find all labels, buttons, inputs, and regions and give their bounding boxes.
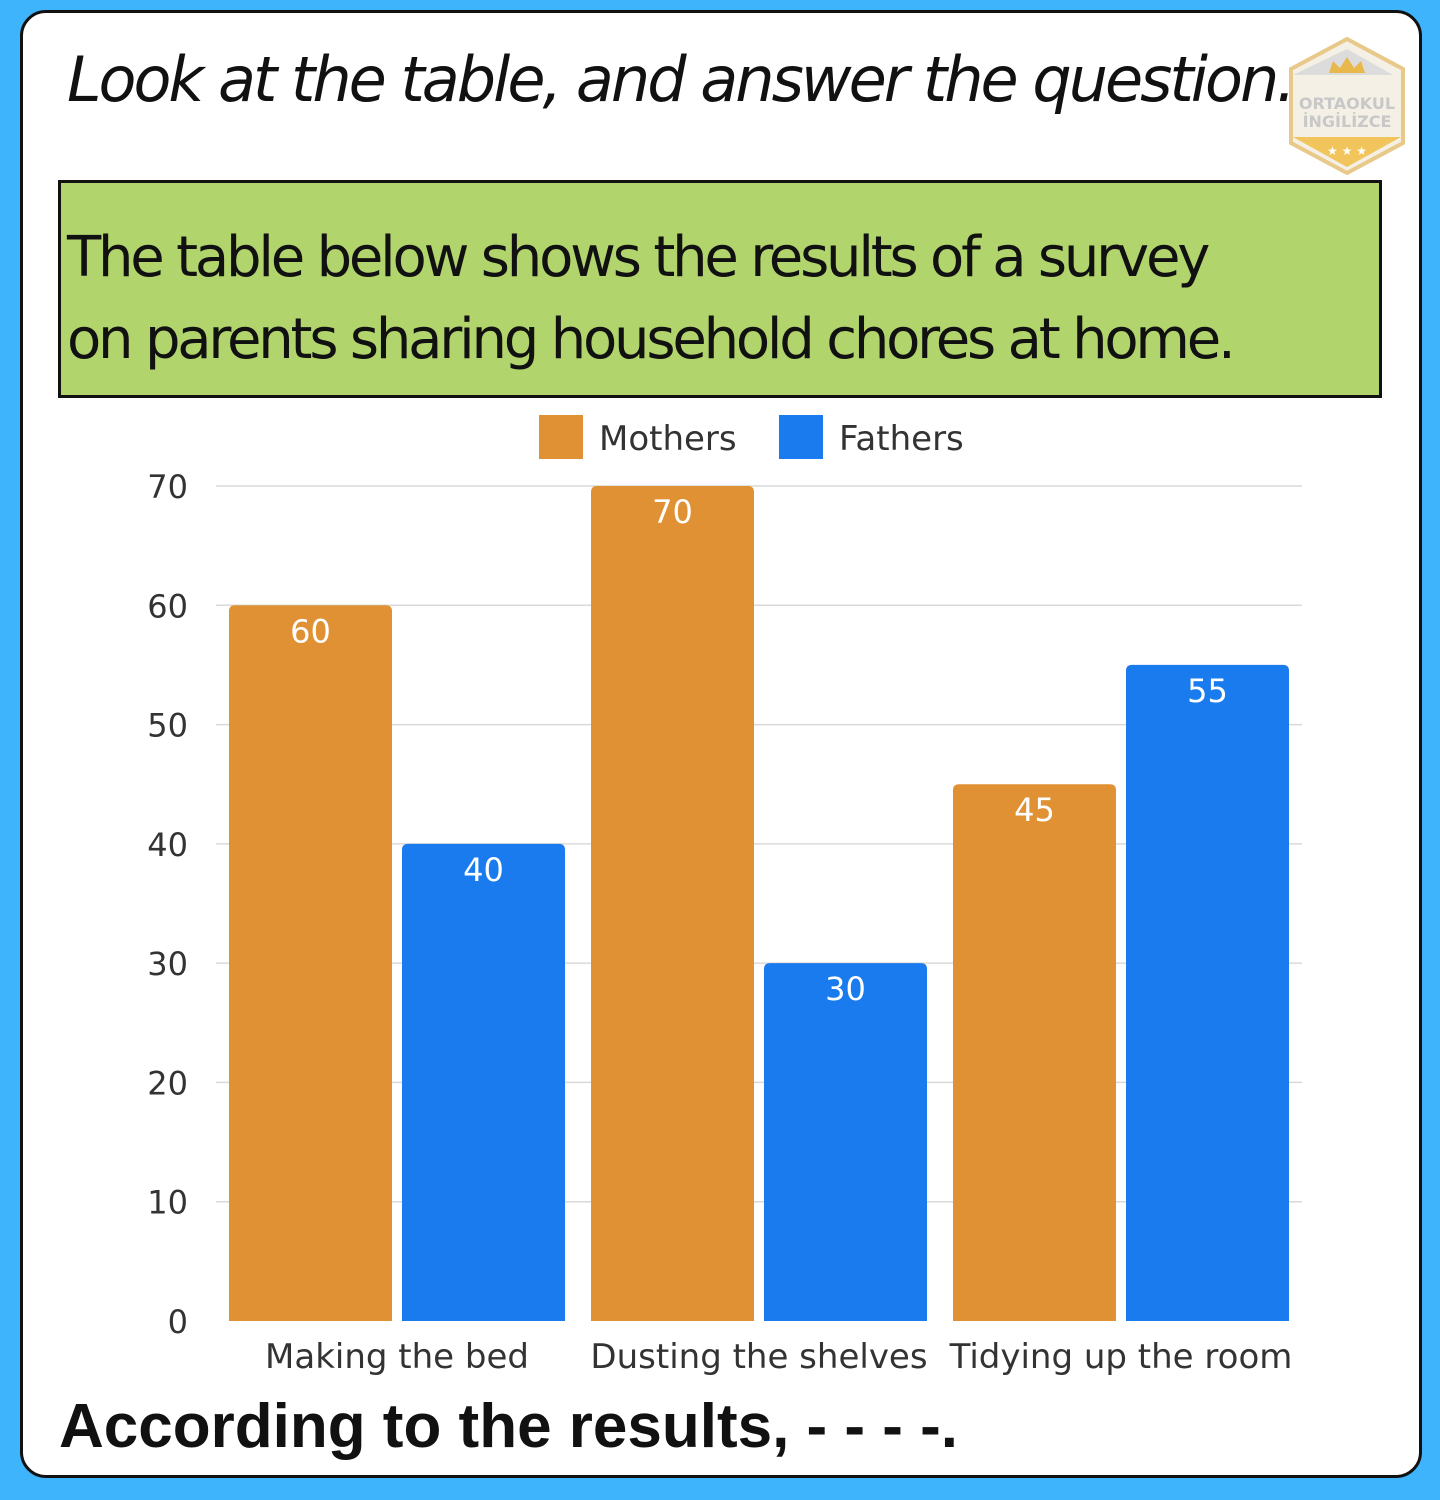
bar-fathers-1	[402, 843, 565, 1321]
legend-swatch-mothers	[539, 415, 583, 459]
data-label: 70	[652, 493, 693, 531]
y-tick-label: 30	[147, 945, 188, 983]
data-label: 45	[1014, 791, 1055, 829]
bar-mothers-2	[591, 486, 754, 1321]
survey-description-banner: The table below shows the results of a s…	[58, 180, 1382, 398]
survey-description: The table below shows the results of a s…	[67, 217, 1236, 381]
y-tick-label: 60	[147, 587, 188, 625]
crown-icon: ★ ★ ★ ORTAOKUL İNGİLİZCE	[1289, 36, 1405, 176]
question-text: According to the results, - - - -.	[59, 1392, 959, 1461]
legend-label-mothers: Mothers	[599, 419, 737, 459]
svg-text:★ ★ ★: ★ ★ ★	[1327, 144, 1367, 158]
x-category-label: Dusting the shelves	[590, 1337, 927, 1377]
y-tick-label: 40	[147, 826, 188, 864]
bar-mothers-1	[229, 605, 392, 1321]
y-tick-label: 10	[147, 1184, 188, 1222]
bar-fathers-3	[1126, 664, 1289, 1321]
data-label: 40	[463, 851, 504, 889]
y-tick-label: 50	[147, 707, 188, 745]
data-label: 30	[825, 970, 866, 1008]
logo-line2: İNGİLİZCE	[1303, 112, 1392, 131]
instruction-heading: Look at the table, and answer the questi…	[67, 43, 1296, 116]
legend-label-fathers: Fathers	[839, 419, 964, 459]
legend-swatch-fathers	[779, 415, 823, 459]
chores-bar-chart: 0 10 20 30 40 50 60 70 60 40 Making the bed 70 30 Dus…	[147, 415, 1302, 1377]
worksheet-card: Look at the table, and answer the questi…	[20, 10, 1422, 1478]
logo-line1: ORTAOKUL	[1299, 94, 1395, 113]
bar-fathers-2	[764, 963, 927, 1321]
banner-line-2: on parents sharing household chores at h…	[67, 307, 1236, 372]
x-category-label: Tidying up the room	[949, 1337, 1293, 1377]
x-category-label: Making the bed	[265, 1337, 529, 1377]
banner-line-1: The table below shows the results of a s…	[67, 225, 1210, 290]
data-label: 60	[290, 612, 331, 650]
bar-mothers-3	[953, 784, 1116, 1321]
y-tick-label: 0	[168, 1303, 188, 1341]
data-label: 55	[1187, 672, 1228, 710]
y-tick-label: 20	[147, 1064, 188, 1102]
y-tick-label: 70	[147, 468, 188, 506]
